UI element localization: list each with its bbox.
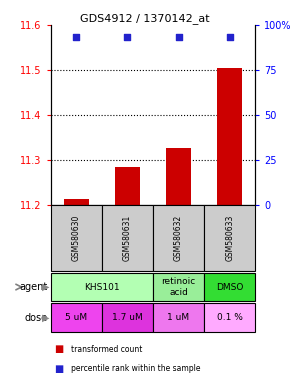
Text: dose: dose [25,313,48,323]
Bar [153,205,204,271]
Text: GDS4912 / 1370142_at: GDS4912 / 1370142_at [80,13,210,24]
Text: percentile rank within the sample: percentile rank within the sample [71,364,201,373]
Bar [64,199,89,205]
Text: GSM580633: GSM580633 [225,215,234,261]
Text: GSM580631: GSM580631 [123,215,132,261]
Text: ▶: ▶ [42,282,49,292]
Bar [204,303,255,332]
Bar [217,68,242,205]
Text: agent: agent [20,282,48,292]
Text: 0.1 %: 0.1 % [217,313,242,322]
Bar [153,303,204,332]
Bar [51,205,102,271]
Text: KHS101: KHS101 [84,283,120,291]
Bar [166,148,191,205]
Text: ▶: ▶ [42,313,49,323]
Bar [153,273,204,301]
Point [125,34,130,40]
Bar [204,205,255,271]
Point [227,34,232,40]
Text: 5 uM: 5 uM [65,313,87,322]
Text: 1 uM: 1 uM [167,313,190,322]
Bar [51,273,153,301]
Text: GSM580630: GSM580630 [72,215,81,261]
Text: transformed count: transformed count [71,345,142,354]
Text: 1.7 uM: 1.7 uM [112,313,143,322]
Text: DMSO: DMSO [216,283,243,291]
Bar [115,167,140,205]
Text: ■: ■ [54,344,63,354]
Bar [204,273,255,301]
Text: retinoic
acid: retinoic acid [162,277,196,297]
Point [74,34,79,40]
Bar [51,303,102,332]
Text: GSM580632: GSM580632 [174,215,183,261]
Bar [102,303,153,332]
Text: ■: ■ [54,364,63,374]
Point [176,34,181,40]
Bar [102,205,153,271]
